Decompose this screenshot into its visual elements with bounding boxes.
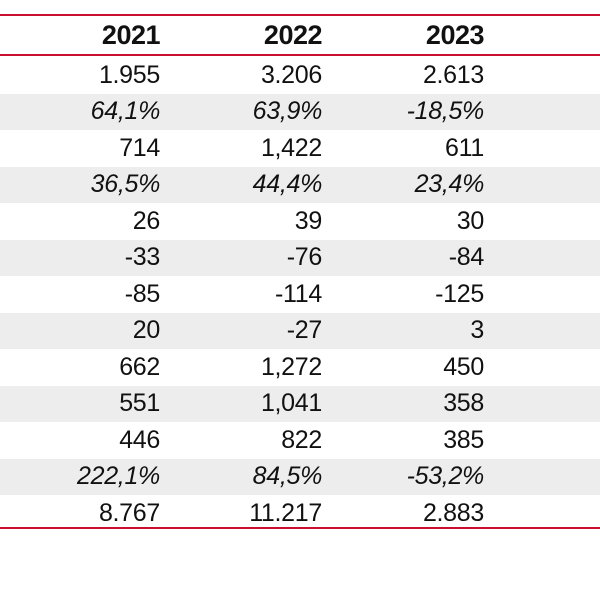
table-cell: 446 [119,425,160,454]
header-cell-2022: 2022 [263,19,323,50]
table-cell: -18,5% [326,93,488,130]
header-cell-2024-partial: 20 [488,16,600,54]
table-row: 662 1,272 4509 [0,349,600,386]
table-body: 1.9553.2062.6133.964,1%63,9%-18,5%52,714… [0,54,600,529]
table-cell: 8.767 [98,498,160,527]
table-cell: 1,041 [164,385,326,422]
table-cell: 11.217 [249,498,322,527]
table-row: 8.767 11.217 2.8835.0 [0,495,600,529]
table-cell: 3.9 [488,57,600,94]
table-cell: -33 [0,239,164,276]
table-cell: 23,4% [326,166,488,203]
table-cell: 39 [294,206,323,235]
table-cell: -53,2% [326,458,488,495]
table-cell: 63,9% [164,93,326,130]
table-cell: 450 [443,352,484,381]
table-cell: -114 [275,279,322,308]
table-cell: 1.955 [98,60,160,89]
table-cell: 20 [0,312,164,349]
header-rule [0,54,600,56]
bottom-rule [0,527,600,529]
table-row: 20-273- [0,312,600,349]
top-rule [0,14,600,16]
table-cell: -84 [326,239,488,276]
table-cell: 26 [132,206,161,235]
table-cell: 1,272 [260,352,322,381]
table-row: -85 -114 -125-2 [0,276,600,313]
table-row: 222,1%84,5%-53,2%66, [0,458,600,495]
table-cell: -85 [124,279,161,308]
header-cell-2023: 2023 [425,19,485,50]
table-cell: 662 [119,352,160,381]
table-cell: 714 [119,133,160,162]
table-cell: 66, [488,458,600,495]
table-cell: -1 [488,239,600,276]
financial-table-container: 2021 2022 2023 20 1.9553.2062.6133.964,1… [0,14,600,529]
table-cell: 2.883 [422,498,484,527]
table-cell: 5.0 [488,495,600,529]
table-cell: 6 [488,422,600,459]
table-row: 64,1%63,9%-18,5%52, [0,93,600,130]
table-cell: 385 [443,425,484,454]
table-cell: 30 [456,206,485,235]
table-row: 1.955 3.206 2.6133.9 [0,57,600,94]
table-cell: 611 [445,133,484,162]
table-cell: 64,1% [0,93,164,130]
table-cell: 3 [326,312,488,349]
table-row: -33-76-84-1 [0,239,600,276]
table-cell: 7 [488,385,600,422]
table-cell: 84,5% [164,458,326,495]
table-row: 446 822 3856 [0,422,600,459]
table-cell: 1,422 [260,133,322,162]
table-cell: 44,4% [164,166,326,203]
table-cell [488,203,600,240]
table-row: 714 1,422 6111,2 [0,130,600,167]
table-header: 2021 2022 2023 20 [0,16,600,54]
table-cell: 31, [488,166,600,203]
table-cell: 9 [488,349,600,386]
table-cell: 3.206 [260,60,322,89]
header-cell-2021: 2021 [101,19,161,50]
table-cell: -27 [164,312,326,349]
table-cell: -76 [164,239,326,276]
financial-table: 2021 2022 2023 20 1.9553.2062.6133.964,1… [0,16,600,529]
header-row: 2021 2022 2023 20 [0,16,600,54]
table-row: 26 39 30 [0,203,600,240]
table-cell: 2.613 [422,60,484,89]
table-row: 36,5%44,4%23,4%31, [0,166,600,203]
table-cell: - [488,312,600,349]
table-cell: 358 [326,385,488,422]
table-cell: 36,5% [0,166,164,203]
table-cell: 551 [0,385,164,422]
table-cell: 1,2 [488,130,600,167]
table-cell: 822 [281,425,322,454]
table-cell: 52, [488,93,600,130]
table-cell: -2 [488,276,600,313]
table-cell: 222,1% [0,458,164,495]
table-cell: -125 [435,279,484,308]
